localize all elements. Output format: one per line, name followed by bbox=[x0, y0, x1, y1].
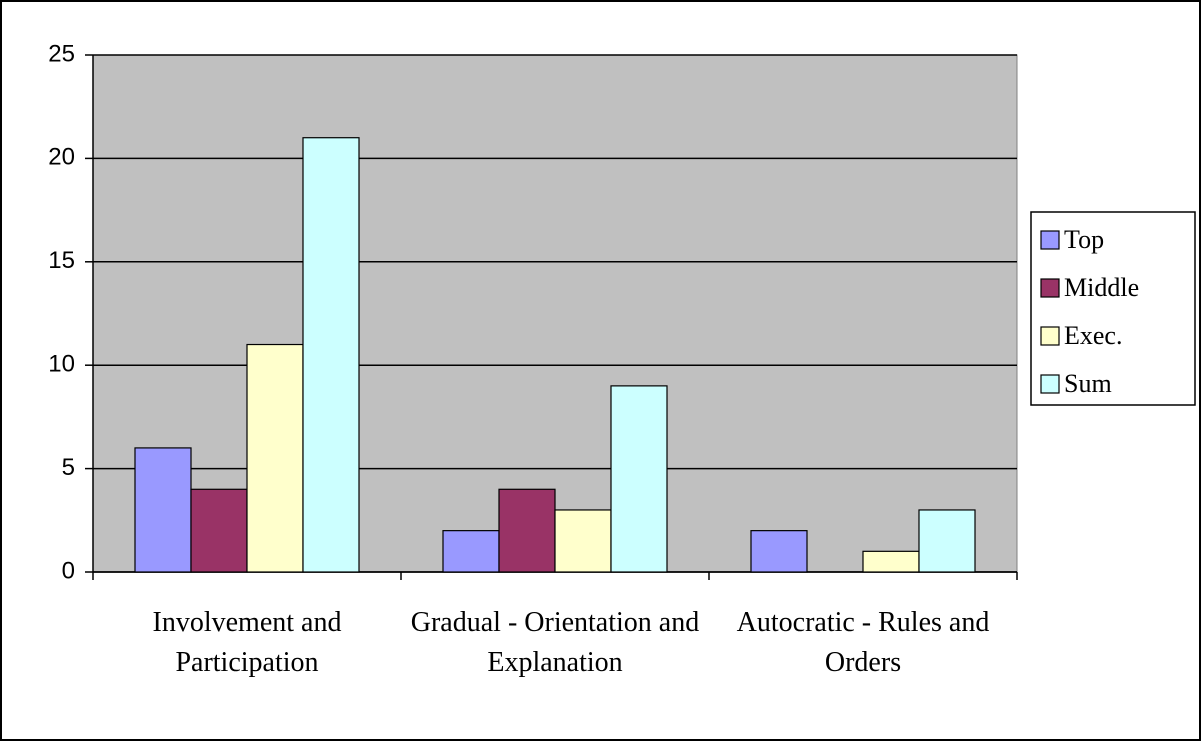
x-tick-label: Autocratic - Rules and Orders bbox=[736, 607, 990, 678]
legend-label: Top bbox=[1064, 225, 1104, 254]
bar bbox=[498, 488, 556, 573]
bar bbox=[918, 509, 976, 573]
bar bbox=[246, 343, 304, 573]
y-tick-label: 0 bbox=[62, 557, 75, 584]
bar bbox=[750, 530, 808, 573]
bar bbox=[190, 488, 248, 573]
y-tick-label: 5 bbox=[62, 454, 75, 481]
y-tick-label: 20 bbox=[48, 144, 75, 171]
legend-label: Exec. bbox=[1064, 321, 1122, 350]
legend-label: Sum bbox=[1064, 369, 1112, 398]
y-tick-label: 10 bbox=[48, 351, 75, 378]
y-tick-label: 15 bbox=[48, 247, 75, 274]
legend-swatch bbox=[1040, 278, 1060, 298]
bar bbox=[442, 530, 500, 573]
bar bbox=[862, 550, 920, 573]
bar bbox=[610, 385, 668, 573]
x-tick-label: Gradual - Orientation and Explanation bbox=[410, 607, 700, 678]
bar bbox=[134, 447, 192, 573]
bar bbox=[302, 137, 360, 573]
legend-swatch bbox=[1040, 230, 1060, 250]
legend-swatch bbox=[1040, 374, 1060, 394]
legend-label: Middle bbox=[1064, 273, 1139, 302]
y-tick-label: 25 bbox=[48, 40, 75, 67]
x-tick-label: Involvement and Participation bbox=[152, 607, 342, 678]
legend-swatch bbox=[1040, 326, 1060, 346]
bar bbox=[554, 509, 612, 573]
